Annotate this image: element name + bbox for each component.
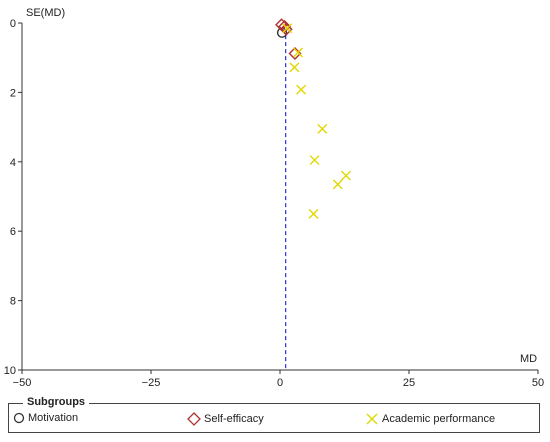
x-mark-icon xyxy=(366,413,378,425)
axes: 0 2 4 6 8 10−50 −25 0 25 50 xyxy=(4,18,544,389)
y-tick-label: 2 xyxy=(10,87,16,99)
data-point-academic-performance xyxy=(296,84,307,95)
y-tick-label: 6 xyxy=(10,226,16,238)
legend-label-academic-performance: Academic performance xyxy=(382,413,496,425)
y-tick-label: 10 xyxy=(4,365,16,377)
x-axis-title: MD xyxy=(520,353,537,365)
legend-item-motivation: Motivation xyxy=(13,412,78,424)
data-point-self-efficacy xyxy=(279,22,293,36)
x-tick-label: 50 xyxy=(532,377,544,389)
data-point-academic-performance xyxy=(289,62,300,73)
y-tick-label: 0 xyxy=(10,18,16,30)
legend-label-self-efficacy: Self-efficacy xyxy=(204,413,264,425)
legend-item-academic-performance: Academic performance xyxy=(365,412,495,426)
funnel-plot: 0 2 4 6 8 10−50 −25 0 25 50 SE(MD) MD xyxy=(4,7,544,389)
y-axis-title: SE(MD) xyxy=(26,7,65,19)
circle-icon xyxy=(13,412,25,424)
diamond-icon xyxy=(187,412,201,426)
data-point-academic-performance xyxy=(308,208,319,219)
x-tick-label: −50 xyxy=(13,377,32,389)
x-tick-label: 25 xyxy=(403,377,415,389)
data-point-academic-performance xyxy=(341,170,352,181)
x-tick-label: 0 xyxy=(277,377,283,389)
legend: Subgroups Motivation Self-efficacy Acade… xyxy=(8,396,540,433)
legend-label-motivation: Motivation xyxy=(28,412,79,424)
data-point-academic-performance xyxy=(282,23,293,34)
y-tick-label: 4 xyxy=(10,157,16,169)
data-points xyxy=(275,18,352,219)
data-point-self-efficacy xyxy=(278,19,292,33)
legend-item-self-efficacy: Self-efficacy xyxy=(187,412,264,426)
data-point-academic-performance xyxy=(332,179,343,190)
data-point-academic-performance xyxy=(293,47,304,58)
x-tick-label: −25 xyxy=(142,377,161,389)
legend-title: Subgroups xyxy=(23,396,90,408)
data-point-academic-performance xyxy=(317,123,328,134)
y-tick-label: 8 xyxy=(10,296,16,308)
data-point-academic-performance xyxy=(309,155,320,166)
